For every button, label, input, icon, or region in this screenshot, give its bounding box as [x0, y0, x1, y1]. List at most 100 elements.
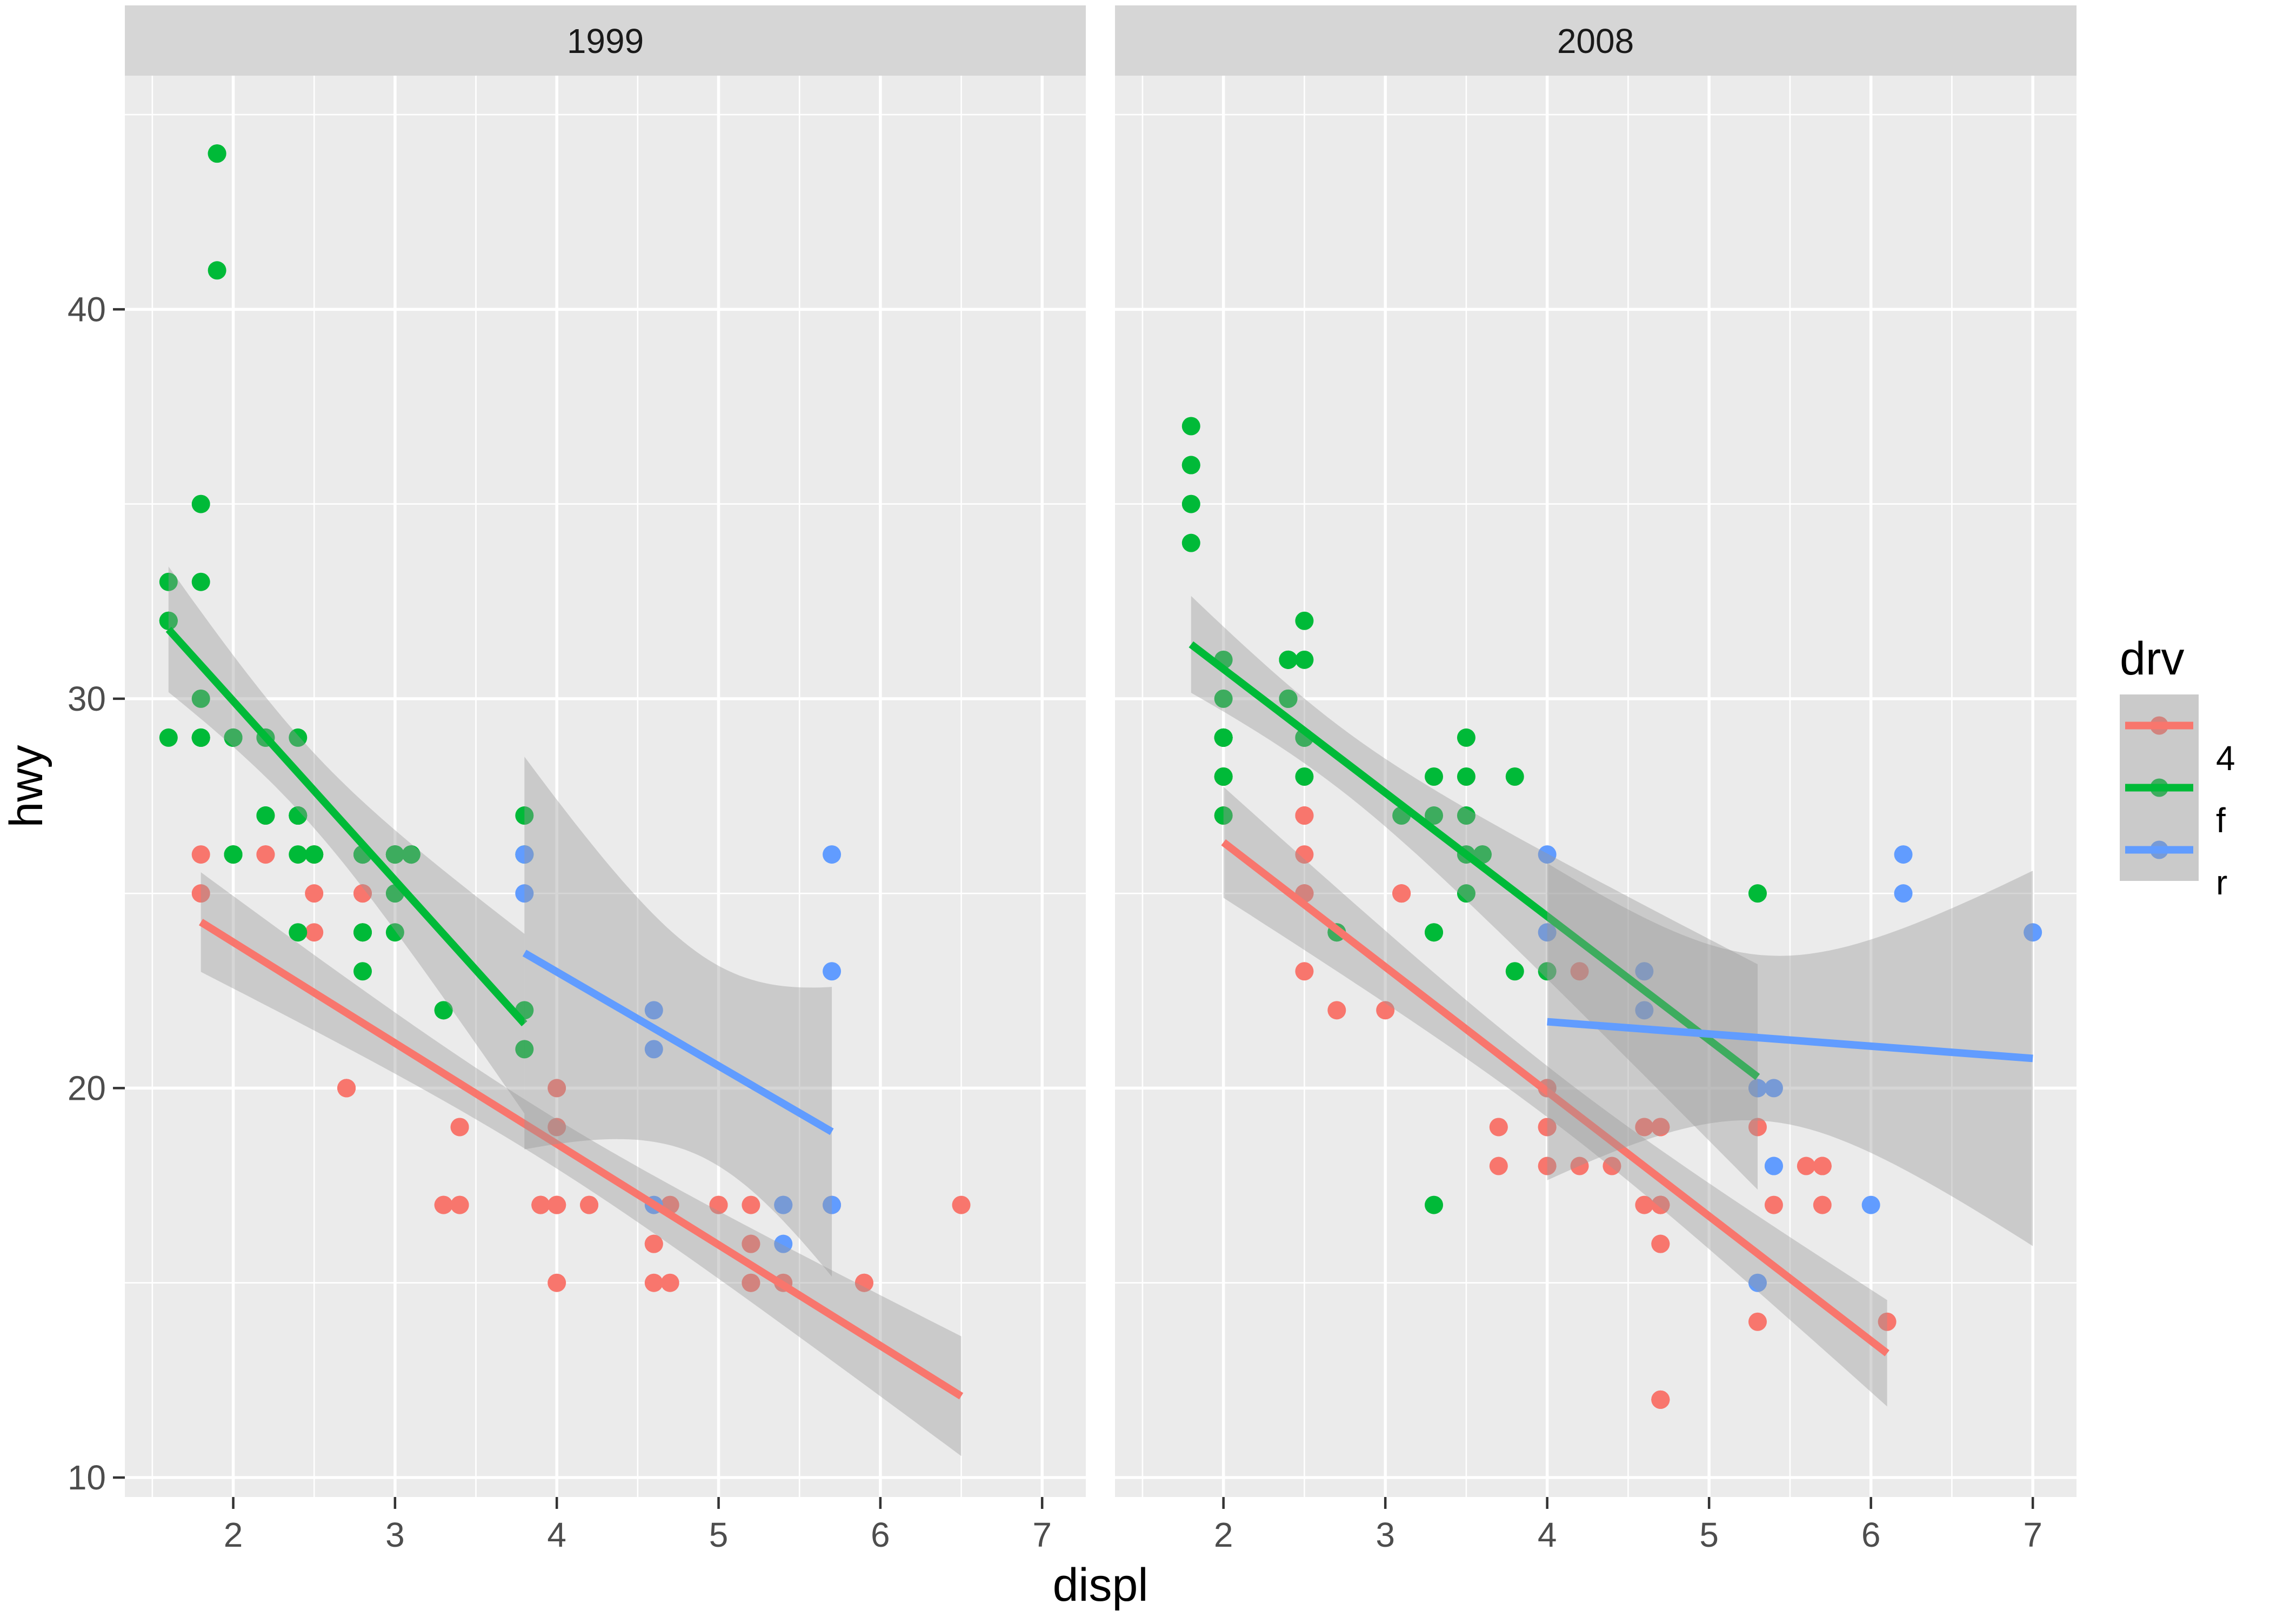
trend-line-4	[198, 919, 964, 1400]
data-point-f	[1748, 884, 1767, 903]
data-point-f	[1425, 767, 1444, 786]
x-tick-label: 6	[871, 1515, 890, 1554]
legend-label-f: f	[2216, 801, 2226, 840]
data-point-f	[1214, 767, 1233, 786]
data-point-f	[385, 923, 404, 942]
data-point-4	[548, 1118, 566, 1137]
data-point-r	[1635, 1001, 1654, 1020]
data-point-r	[823, 962, 842, 981]
data-point-4	[337, 1079, 356, 1098]
data-point-r	[1894, 845, 1913, 864]
data-point-r	[2024, 923, 2042, 942]
data-point-4	[353, 884, 372, 903]
data-point-f	[191, 728, 210, 747]
confidence-ribbon-4	[201, 872, 962, 1456]
data-point-f	[1457, 767, 1476, 786]
data-point-4	[1295, 962, 1314, 981]
data-point-f	[1181, 533, 1200, 552]
data-point-4	[1392, 884, 1411, 903]
data-point-f	[289, 728, 308, 747]
data-point-f	[1425, 1195, 1444, 1214]
data-point-f	[1295, 611, 1314, 630]
x-tick-label: 3	[385, 1515, 405, 1554]
data-point-4	[1570, 1157, 1589, 1175]
data-point-r	[1748, 1273, 1767, 1292]
data-point-f	[289, 923, 308, 942]
data-point-f	[224, 728, 243, 747]
data-point-4	[191, 884, 210, 903]
confidence-ribbon-f	[1191, 596, 1758, 1190]
data-point-f	[1181, 494, 1200, 513]
data-point-4	[660, 1273, 679, 1292]
points-layer	[159, 144, 971, 1292]
data-point-4	[548, 1273, 566, 1292]
data-point-r	[644, 1040, 663, 1059]
trend-line-f	[1189, 641, 1760, 1080]
data-point-4	[531, 1195, 550, 1214]
data-point-4	[1813, 1195, 1832, 1214]
panels	[125, 76, 2077, 1497]
trend-line-4	[1221, 839, 1890, 1356]
data-point-4	[1748, 1118, 1767, 1137]
facet-strip-2008	[1115, 5, 2077, 76]
data-point-4	[1376, 1001, 1395, 1020]
data-point-f	[191, 494, 210, 513]
y-tick-label: 30	[68, 679, 106, 718]
data-point-4	[1570, 962, 1589, 981]
x-tick-label: 5	[709, 1515, 729, 1554]
data-point-4	[742, 1234, 760, 1253]
data-point-f	[1214, 728, 1233, 747]
data-point-4	[1489, 1157, 1508, 1175]
data-point-f	[515, 806, 534, 825]
data-point-f	[1295, 650, 1314, 669]
data-point-4	[1797, 1157, 1815, 1175]
x-tick-label: 2	[224, 1515, 243, 1554]
data-point-4	[952, 1195, 971, 1214]
data-point-f	[208, 144, 226, 163]
confidence-ribbon-r	[524, 757, 832, 1277]
data-point-r	[644, 1001, 663, 1020]
data-point-f	[1505, 767, 1524, 786]
data-point-f	[1457, 728, 1476, 747]
data-point-f	[1279, 689, 1298, 708]
y-tick-label: 40	[68, 290, 106, 329]
data-point-f	[159, 611, 178, 630]
smooth-layer	[165, 566, 964, 1456]
legend-label-4: 4	[2216, 739, 2235, 778]
data-point-4	[191, 845, 210, 864]
x-tick-label: 7	[1032, 1515, 1052, 1554]
data-point-f	[1295, 767, 1314, 786]
data-point-4	[1635, 1118, 1654, 1137]
data-point-r	[774, 1234, 793, 1253]
axes: 2 3 4 5 6 7 2 3 4 5 6 7 10 20 30 40	[68, 290, 2042, 1554]
data-point-4	[854, 1273, 873, 1292]
data-point-4	[580, 1195, 599, 1214]
data-point-f	[159, 572, 178, 591]
data-point-4	[742, 1195, 760, 1214]
data-point-r	[1635, 962, 1654, 981]
data-point-r	[1861, 1195, 1880, 1214]
data-point-f	[1457, 806, 1476, 825]
data-point-4	[1813, 1157, 1832, 1175]
y-tick-label: 20	[68, 1068, 106, 1107]
data-point-f	[289, 845, 308, 864]
x-tick-label: 4	[547, 1515, 566, 1554]
panel-2008	[1115, 76, 2077, 1497]
data-point-r	[823, 1195, 842, 1214]
data-point-r	[774, 1195, 793, 1214]
data-point-4	[1651, 1390, 1670, 1409]
data-point-f	[353, 923, 372, 942]
data-point-f	[402, 845, 420, 864]
data-point-4	[305, 923, 324, 942]
data-point-4	[1764, 1195, 1783, 1214]
data-point-4	[1295, 806, 1314, 825]
data-point-f	[224, 845, 243, 864]
data-point-f	[1214, 689, 1233, 708]
data-point-f	[434, 1001, 453, 1020]
data-point-f	[289, 806, 308, 825]
data-point-r	[1764, 1157, 1783, 1175]
data-point-f	[1425, 923, 1444, 942]
data-point-4	[1651, 1195, 1670, 1214]
